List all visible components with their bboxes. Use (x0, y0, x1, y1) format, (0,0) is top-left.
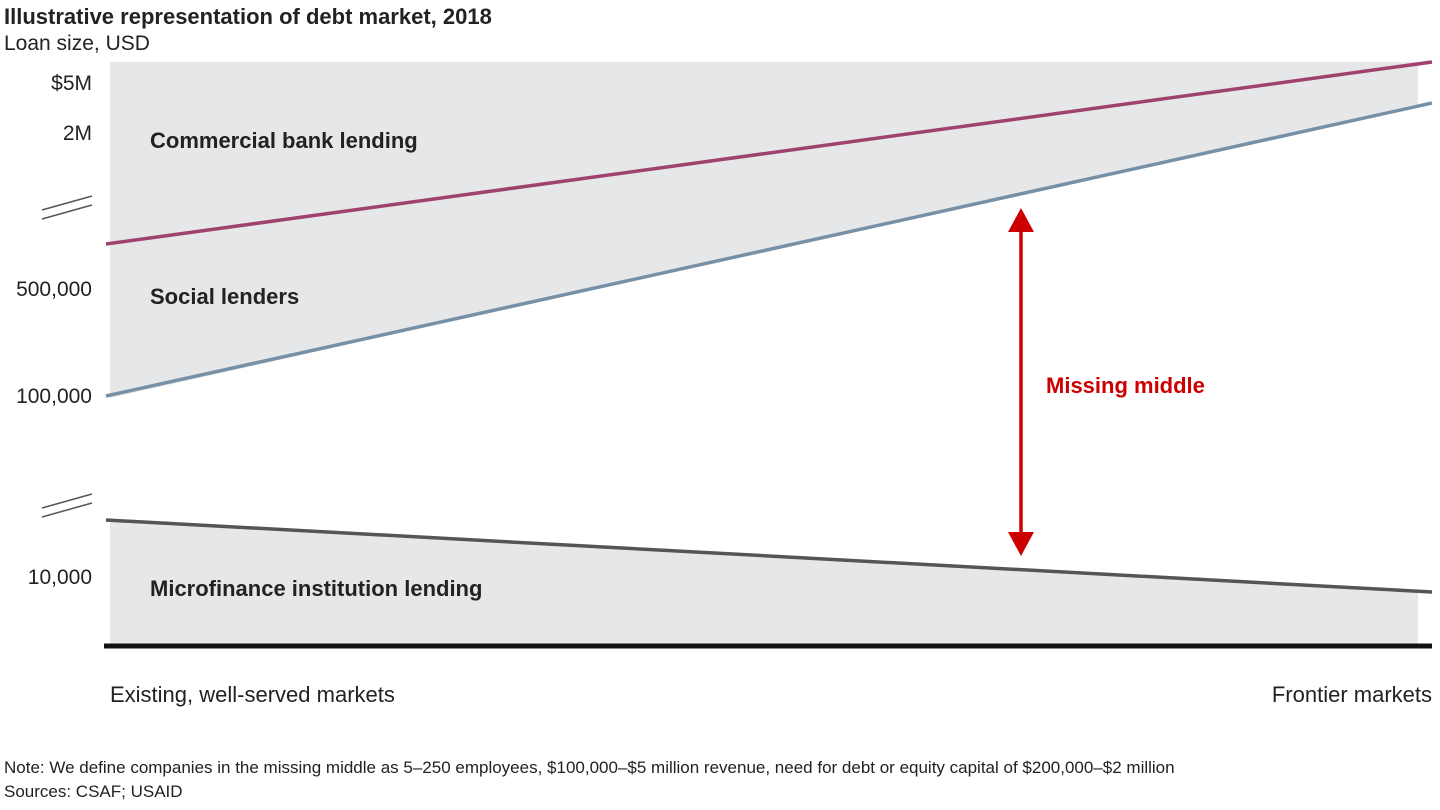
missing-middle-gap (110, 104, 1418, 592)
x-label-left: Existing, well-served markets (110, 682, 395, 707)
chart-subtitle: Loan size, USD (4, 32, 150, 55)
sources: Sources: CSAF; USAID (4, 782, 183, 801)
chart-title: Illustrative representation of debt mark… (4, 4, 492, 29)
missing-middle-arrow (1008, 208, 1034, 556)
y-tick-100000: 100,000 (16, 385, 92, 408)
commercial-bank-line (105, 60, 1433, 246)
y-tick-10000: 10,000 (27, 566, 92, 589)
x-label-right: Frontier markets (1271, 682, 1432, 707)
region-label-microfinance: Microfinance institution lending (150, 576, 483, 601)
footnote: Note: We define companies in the missing… (4, 758, 1175, 777)
social-lenders-line (105, 101, 1433, 398)
axis-break-upper (41, 195, 93, 220)
y-tick-500000: 500,000 (16, 278, 92, 301)
microfinance-line (105, 518, 1433, 594)
region-label-commercial: Commercial bank lending (150, 128, 418, 153)
y-tick-5m: $5M (51, 72, 92, 95)
y-tick-2m: 2M (62, 122, 92, 145)
missing-middle-label: Missing middle (1046, 373, 1205, 398)
microfinance-band (110, 520, 1418, 644)
region-label-social: Social lenders (150, 284, 300, 309)
axis-break-lower (41, 493, 93, 518)
